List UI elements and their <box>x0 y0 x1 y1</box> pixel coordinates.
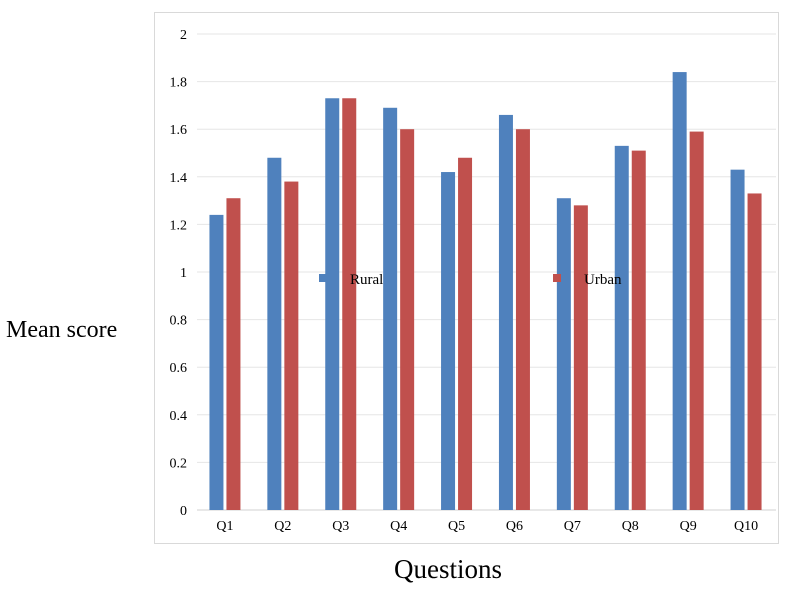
y-tick-label: 1.4 <box>170 171 188 186</box>
legend-swatch-rural <box>319 274 327 282</box>
bar-rural-q9 <box>672 72 687 510</box>
x-tick-label: Q6 <box>506 519 523 534</box>
y-tick-label: 1.2 <box>170 218 188 233</box>
x-tick-label: Q8 <box>622 519 639 534</box>
y-tick-label: 0.6 <box>170 361 188 376</box>
bar-rural-q7 <box>556 198 571 510</box>
bar-rural-q5 <box>441 172 456 511</box>
x-tick-label: Q7 <box>564 519 581 534</box>
y-tick-label: 2 <box>180 28 187 43</box>
y-tick-label: 0.2 <box>170 456 188 471</box>
bar-rural-q2 <box>267 157 282 510</box>
bar-rural-q10 <box>730 169 745 510</box>
y-tick-label: 0.4 <box>170 409 188 424</box>
x-tick-label: Q9 <box>680 519 697 534</box>
y-axis-label: Mean score <box>6 317 118 343</box>
bar-urban-q8 <box>631 150 646 510</box>
legend-swatch-urban <box>553 274 561 282</box>
x-tick-label: Q3 <box>332 519 349 534</box>
bar-rural-q4 <box>383 107 398 510</box>
x-tick-label: Q4 <box>390 519 407 534</box>
bar-urban-q1 <box>226 198 241 510</box>
bar-urban-q10 <box>747 193 762 510</box>
x-tick-label: Q1 <box>216 519 233 534</box>
y-tick-label: 0.8 <box>170 314 188 329</box>
bar-rural-q8 <box>614 145 629 511</box>
x-tick-label: Q10 <box>734 519 758 534</box>
bar-rural-q3 <box>325 98 340 510</box>
bar-rural-q6 <box>498 114 513 511</box>
bar-urban-q5 <box>458 157 473 510</box>
bar-urban-q2 <box>284 181 299 510</box>
legend-label-rural: Rural <box>350 272 383 288</box>
y-tick-label: 0 <box>180 504 187 519</box>
bar-urban-q9 <box>689 131 704 510</box>
legend-label-urban: Urban <box>584 272 622 288</box>
x-tick-label: Q2 <box>274 519 291 534</box>
x-axis-label: Questions <box>394 554 502 584</box>
y-tick-label: 1.8 <box>170 76 188 91</box>
x-tick-label: Q5 <box>448 519 465 534</box>
bar-urban-q4 <box>400 129 415 510</box>
bar-urban-q3 <box>342 98 357 510</box>
y-tick-label: 1 <box>180 266 187 281</box>
bar-rural-q1 <box>209 214 224 510</box>
bar-urban-q7 <box>573 205 588 511</box>
bar-urban-q6 <box>515 129 530 510</box>
y-tick-label: 1.6 <box>170 123 188 138</box>
